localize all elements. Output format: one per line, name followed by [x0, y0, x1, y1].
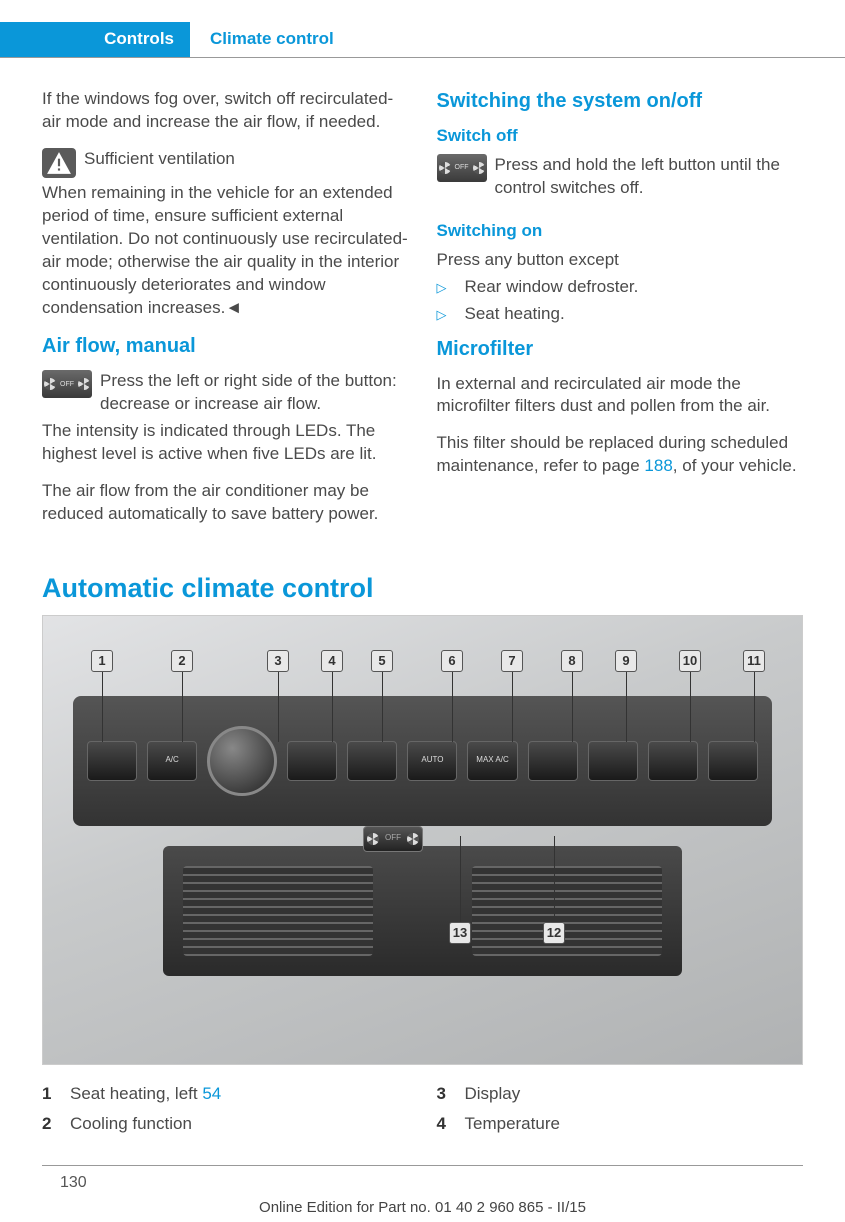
fan-icon [473, 162, 485, 174]
legend-text: Seat heating, left 54 [70, 1083, 221, 1106]
panel-button [708, 741, 758, 781]
warning-title: Sufficient ventilation [84, 148, 235, 171]
callout-4: 4 [321, 650, 343, 672]
bullet-2: Seat heating. [465, 303, 565, 326]
intro-paragraph: If the windows fog over, switch off reci… [42, 88, 409, 134]
callout-9: 9 [615, 650, 637, 672]
microfilter-heading: Microfilter [437, 336, 804, 363]
airflow-button-text: Press the left or right side of the butt… [100, 370, 409, 416]
legend-num: 2 [42, 1113, 56, 1136]
fan-icon [439, 162, 451, 174]
legend-num: 1 [42, 1083, 56, 1106]
callout-1: 1 [91, 650, 113, 672]
off-label: OFF [60, 380, 74, 389]
control-panel: A/C AUTOMAX A/C [73, 696, 772, 826]
panel-button: AUTO [407, 741, 457, 781]
legend-row: 4 Temperature [437, 1113, 804, 1136]
center-fan-button: OFF [363, 826, 423, 852]
bullet-1: Rear window defroster. [465, 276, 639, 299]
content-columns: If the windows fog over, switch off reci… [0, 58, 845, 540]
airflow-heading: Air flow, manual [42, 333, 409, 360]
callout-7: 7 [501, 650, 523, 672]
legend-label: Seat heating, left [70, 1084, 202, 1103]
off-label: OFF [455, 163, 469, 172]
bullet-row: ▷ Rear window defroster. [437, 276, 804, 299]
callout-6: 6 [441, 650, 463, 672]
panel-button [588, 741, 638, 781]
legend-num: 4 [437, 1113, 451, 1136]
panel-button [287, 741, 337, 781]
callout-10: 10 [679, 650, 701, 672]
microfilter-p1: In external and recirculated air mode th… [437, 373, 804, 419]
legend-text: Display [465, 1083, 521, 1106]
temperature-knob [207, 726, 277, 796]
fan-button-icon: OFF [437, 154, 487, 182]
legend-row: 2 Cooling function [42, 1113, 409, 1136]
header-tab-controls: Controls [0, 22, 190, 57]
legend-row: 3 Display [437, 1083, 804, 1106]
fan-icon [78, 378, 90, 390]
warning-block: Sufficient ventilation [42, 148, 409, 178]
legend-text: Cooling function [70, 1113, 192, 1136]
panel-button [87, 741, 137, 781]
panel-button [347, 741, 397, 781]
callout-11: 11 [743, 650, 765, 672]
off-label: OFF [385, 833, 401, 844]
callout-3: 3 [267, 650, 289, 672]
page-number: 130 [60, 1172, 87, 1194]
triangle-bullet-icon: ▷ [437, 303, 449, 326]
bullet-row: ▷ Seat heating. [437, 303, 804, 326]
switch-off-text: Press and hold the left button until the… [495, 154, 804, 200]
callout-2: 2 [171, 650, 193, 672]
main-heading: Automatic climate control [42, 570, 845, 606]
page-link-188[interactable]: 188 [644, 456, 672, 475]
switching-heading: Switching the system on/off [437, 88, 804, 115]
callout-8: 8 [561, 650, 583, 672]
legend-right: 3 Display 4 Temperature [437, 1083, 804, 1145]
callout-12: 12 [543, 922, 565, 944]
switch-off-heading: Switch off [437, 125, 804, 148]
panel-button: MAX A/C [467, 741, 517, 781]
footer-divider [42, 1165, 803, 1166]
warning-icon [42, 148, 76, 178]
airflow-button-row: OFF Press the left or right side of the … [42, 370, 409, 416]
legend: 1 Seat heating, left 54 2 Cooling functi… [0, 1065, 845, 1145]
legend-left: 1 Seat heating, left 54 2 Cooling functi… [42, 1083, 409, 1145]
left-column: If the windows fog over, switch off reci… [42, 88, 409, 540]
fan-icon [44, 378, 56, 390]
airflow-p2: The air flow from the air conditioner ma… [42, 480, 409, 526]
climate-control-figure: 12345678910111312 A/CAUTOMAX A/C OFF [42, 615, 803, 1065]
header-bar: Controls Climate control [0, 22, 845, 58]
air-vents: OFF [163, 846, 682, 976]
footer-text: Online Edition for Part no. 01 40 2 960 … [0, 1198, 845, 1218]
header-section-title: Climate control [190, 22, 334, 57]
fan-button-icon: OFF [42, 370, 92, 398]
switch-off-row: OFF Press and hold the left button until… [437, 154, 804, 200]
right-column: Switching the system on/off Switch off O… [437, 88, 804, 540]
airflow-p1: The intensity is indicated through LEDs.… [42, 420, 409, 466]
panel-button [648, 741, 698, 781]
warning-body: When remaining in the vehicle for an ext… [42, 182, 409, 320]
switch-on-heading: Switching on [437, 220, 804, 243]
panel-button: A/C [147, 741, 197, 781]
legend-text: Temperature [465, 1113, 560, 1136]
switch-on-text: Press any button except [437, 249, 804, 272]
fan-icon [407, 833, 419, 845]
page-link-54[interactable]: 54 [202, 1084, 221, 1103]
legend-num: 3 [437, 1083, 451, 1106]
panel-button [528, 741, 578, 781]
callout-13: 13 [449, 922, 471, 944]
callout-5: 5 [371, 650, 393, 672]
fan-icon [367, 833, 379, 845]
microfilter-p2: This filter should be replaced during sc… [437, 432, 804, 478]
microfilter-p2b: , of your vehicle. [673, 456, 797, 475]
legend-row: 1 Seat heating, left 54 [42, 1083, 409, 1106]
triangle-bullet-icon: ▷ [437, 276, 449, 299]
